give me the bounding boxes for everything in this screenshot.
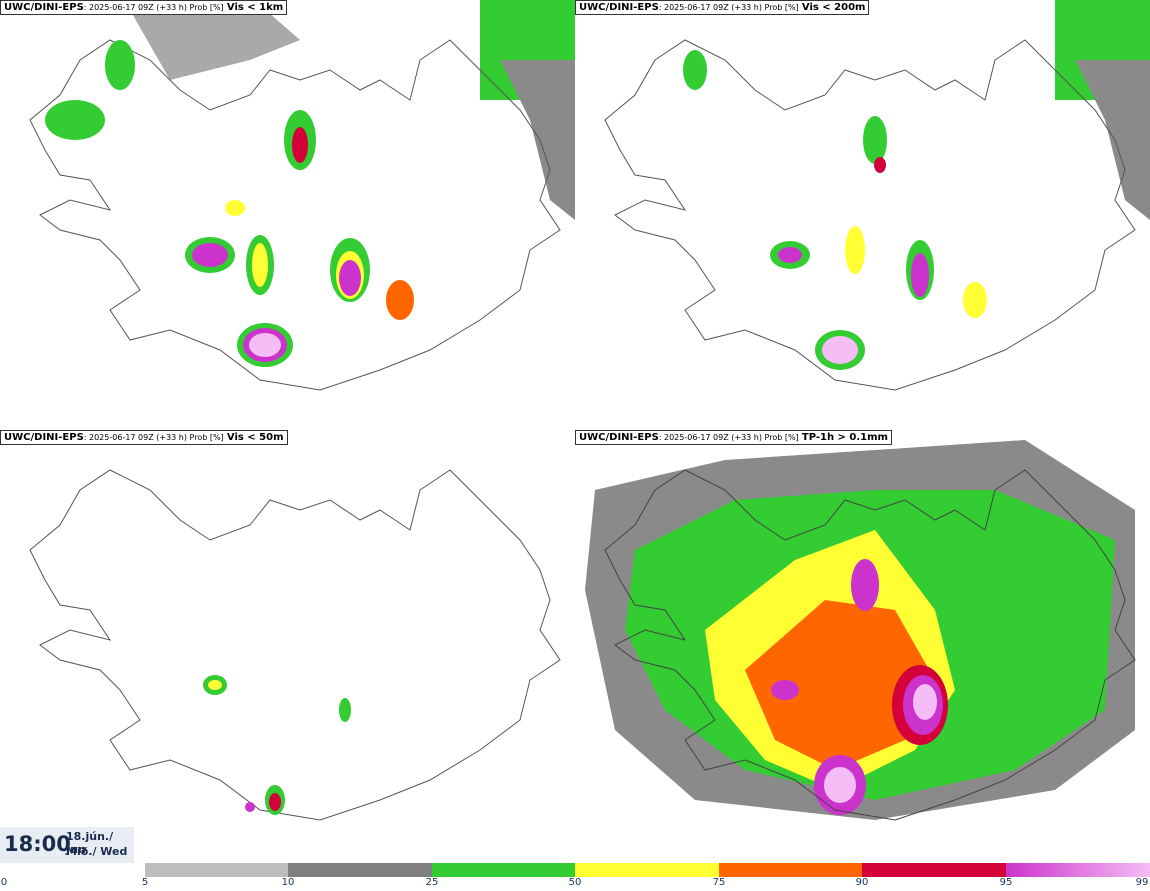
colorbar-segment xyxy=(288,863,432,877)
iceland-outline xyxy=(29,469,561,821)
sea-fog-gray xyxy=(500,60,575,220)
prob-blob xyxy=(45,100,105,140)
colorbar xyxy=(145,863,1150,877)
prob-blob xyxy=(822,336,858,364)
prob-blob xyxy=(913,684,937,720)
prob-blob xyxy=(339,260,361,296)
colorbar-tick: 95 xyxy=(999,877,1013,888)
colorbar-tick: 99 xyxy=(1135,877,1149,888)
prob-blob xyxy=(192,243,228,267)
prob-blob xyxy=(292,127,308,163)
colorbar-tick: 75 xyxy=(712,877,726,888)
map-canvas xyxy=(604,0,1150,391)
map-canvas xyxy=(585,440,1136,821)
colorbar-segment xyxy=(432,863,575,877)
precip-orange xyxy=(745,600,935,770)
prob-blob xyxy=(874,157,886,173)
iceland-outline xyxy=(604,469,1136,821)
prob-blob xyxy=(225,200,245,216)
iceland-outline xyxy=(604,39,1136,391)
colorbar-segment xyxy=(862,863,1006,877)
prob-blob xyxy=(245,802,255,812)
panel-title: UWC/DINI-EPS: 2025-06-17 09Z (+33 h) Pro… xyxy=(0,430,288,445)
prob-blob xyxy=(778,247,802,263)
colorbar-tick: 5 xyxy=(141,877,149,888)
colorbar-tick: 25 xyxy=(425,877,439,888)
prob-blob xyxy=(252,243,268,287)
map-canvas xyxy=(29,469,561,821)
prob-blob xyxy=(863,116,887,164)
prob-blob xyxy=(824,767,856,803)
colorbar-tick: 50 xyxy=(568,877,582,888)
prob-blob xyxy=(963,282,987,318)
prob-blob xyxy=(339,698,351,722)
colorbar-tick: 10 xyxy=(281,877,295,888)
map-panel-vis-50m: UWC/DINI-EPS: 2025-06-17 09Z (+33 h) Pro… xyxy=(0,430,575,860)
valid-weekday: Mið./ Wed xyxy=(66,845,128,858)
panel-title: UWC/DINI-EPS: 2025-06-17 09Z (+33 h) Pro… xyxy=(575,430,892,445)
valid-time-box: 18:00 18.jún./ Jun Mið./ Wed xyxy=(0,827,134,863)
prob-blob xyxy=(269,793,281,811)
prob-blob xyxy=(249,333,281,357)
prob-blob xyxy=(683,50,707,90)
map-canvas xyxy=(29,0,575,391)
map-panel-vis-200m: UWC/DINI-EPS: 2025-06-17 09Z (+33 h) Pro… xyxy=(575,0,1150,430)
colorbar-tick: 90 xyxy=(855,877,869,888)
prob-blob xyxy=(771,680,799,700)
prob-blob xyxy=(386,280,414,320)
colorbar-tick: 0 xyxy=(0,877,8,888)
prob-blob xyxy=(105,40,135,90)
colorbar-segment xyxy=(1006,863,1150,877)
sea-fog-gray xyxy=(130,5,300,80)
sea-fog-gray xyxy=(1075,60,1150,220)
panel-title: UWC/DINI-EPS: 2025-06-17 09Z (+33 h) Pro… xyxy=(0,0,288,15)
map-panel-vis-1km: UWC/DINI-EPS: 2025-06-17 09Z (+33 h) Pro… xyxy=(0,0,575,430)
valid-time: 18:00 xyxy=(4,832,71,856)
iceland-outline xyxy=(29,39,561,391)
prob-blob xyxy=(208,680,222,690)
colorbar-segment xyxy=(719,863,862,877)
map-panel-tp-1h: UWC/DINI-EPS: 2025-06-17 09Z (+33 h) Pro… xyxy=(575,430,1150,860)
panel-title: UWC/DINI-EPS: 2025-06-17 09Z (+33 h) Pro… xyxy=(575,0,870,15)
prob-blob xyxy=(845,226,865,274)
colorbar-segment xyxy=(145,863,288,877)
colorbar-segment xyxy=(575,863,719,877)
valid-date: 18.jún./ Jun xyxy=(66,830,114,856)
prob-blob xyxy=(911,253,929,297)
prob-blob xyxy=(851,559,879,611)
